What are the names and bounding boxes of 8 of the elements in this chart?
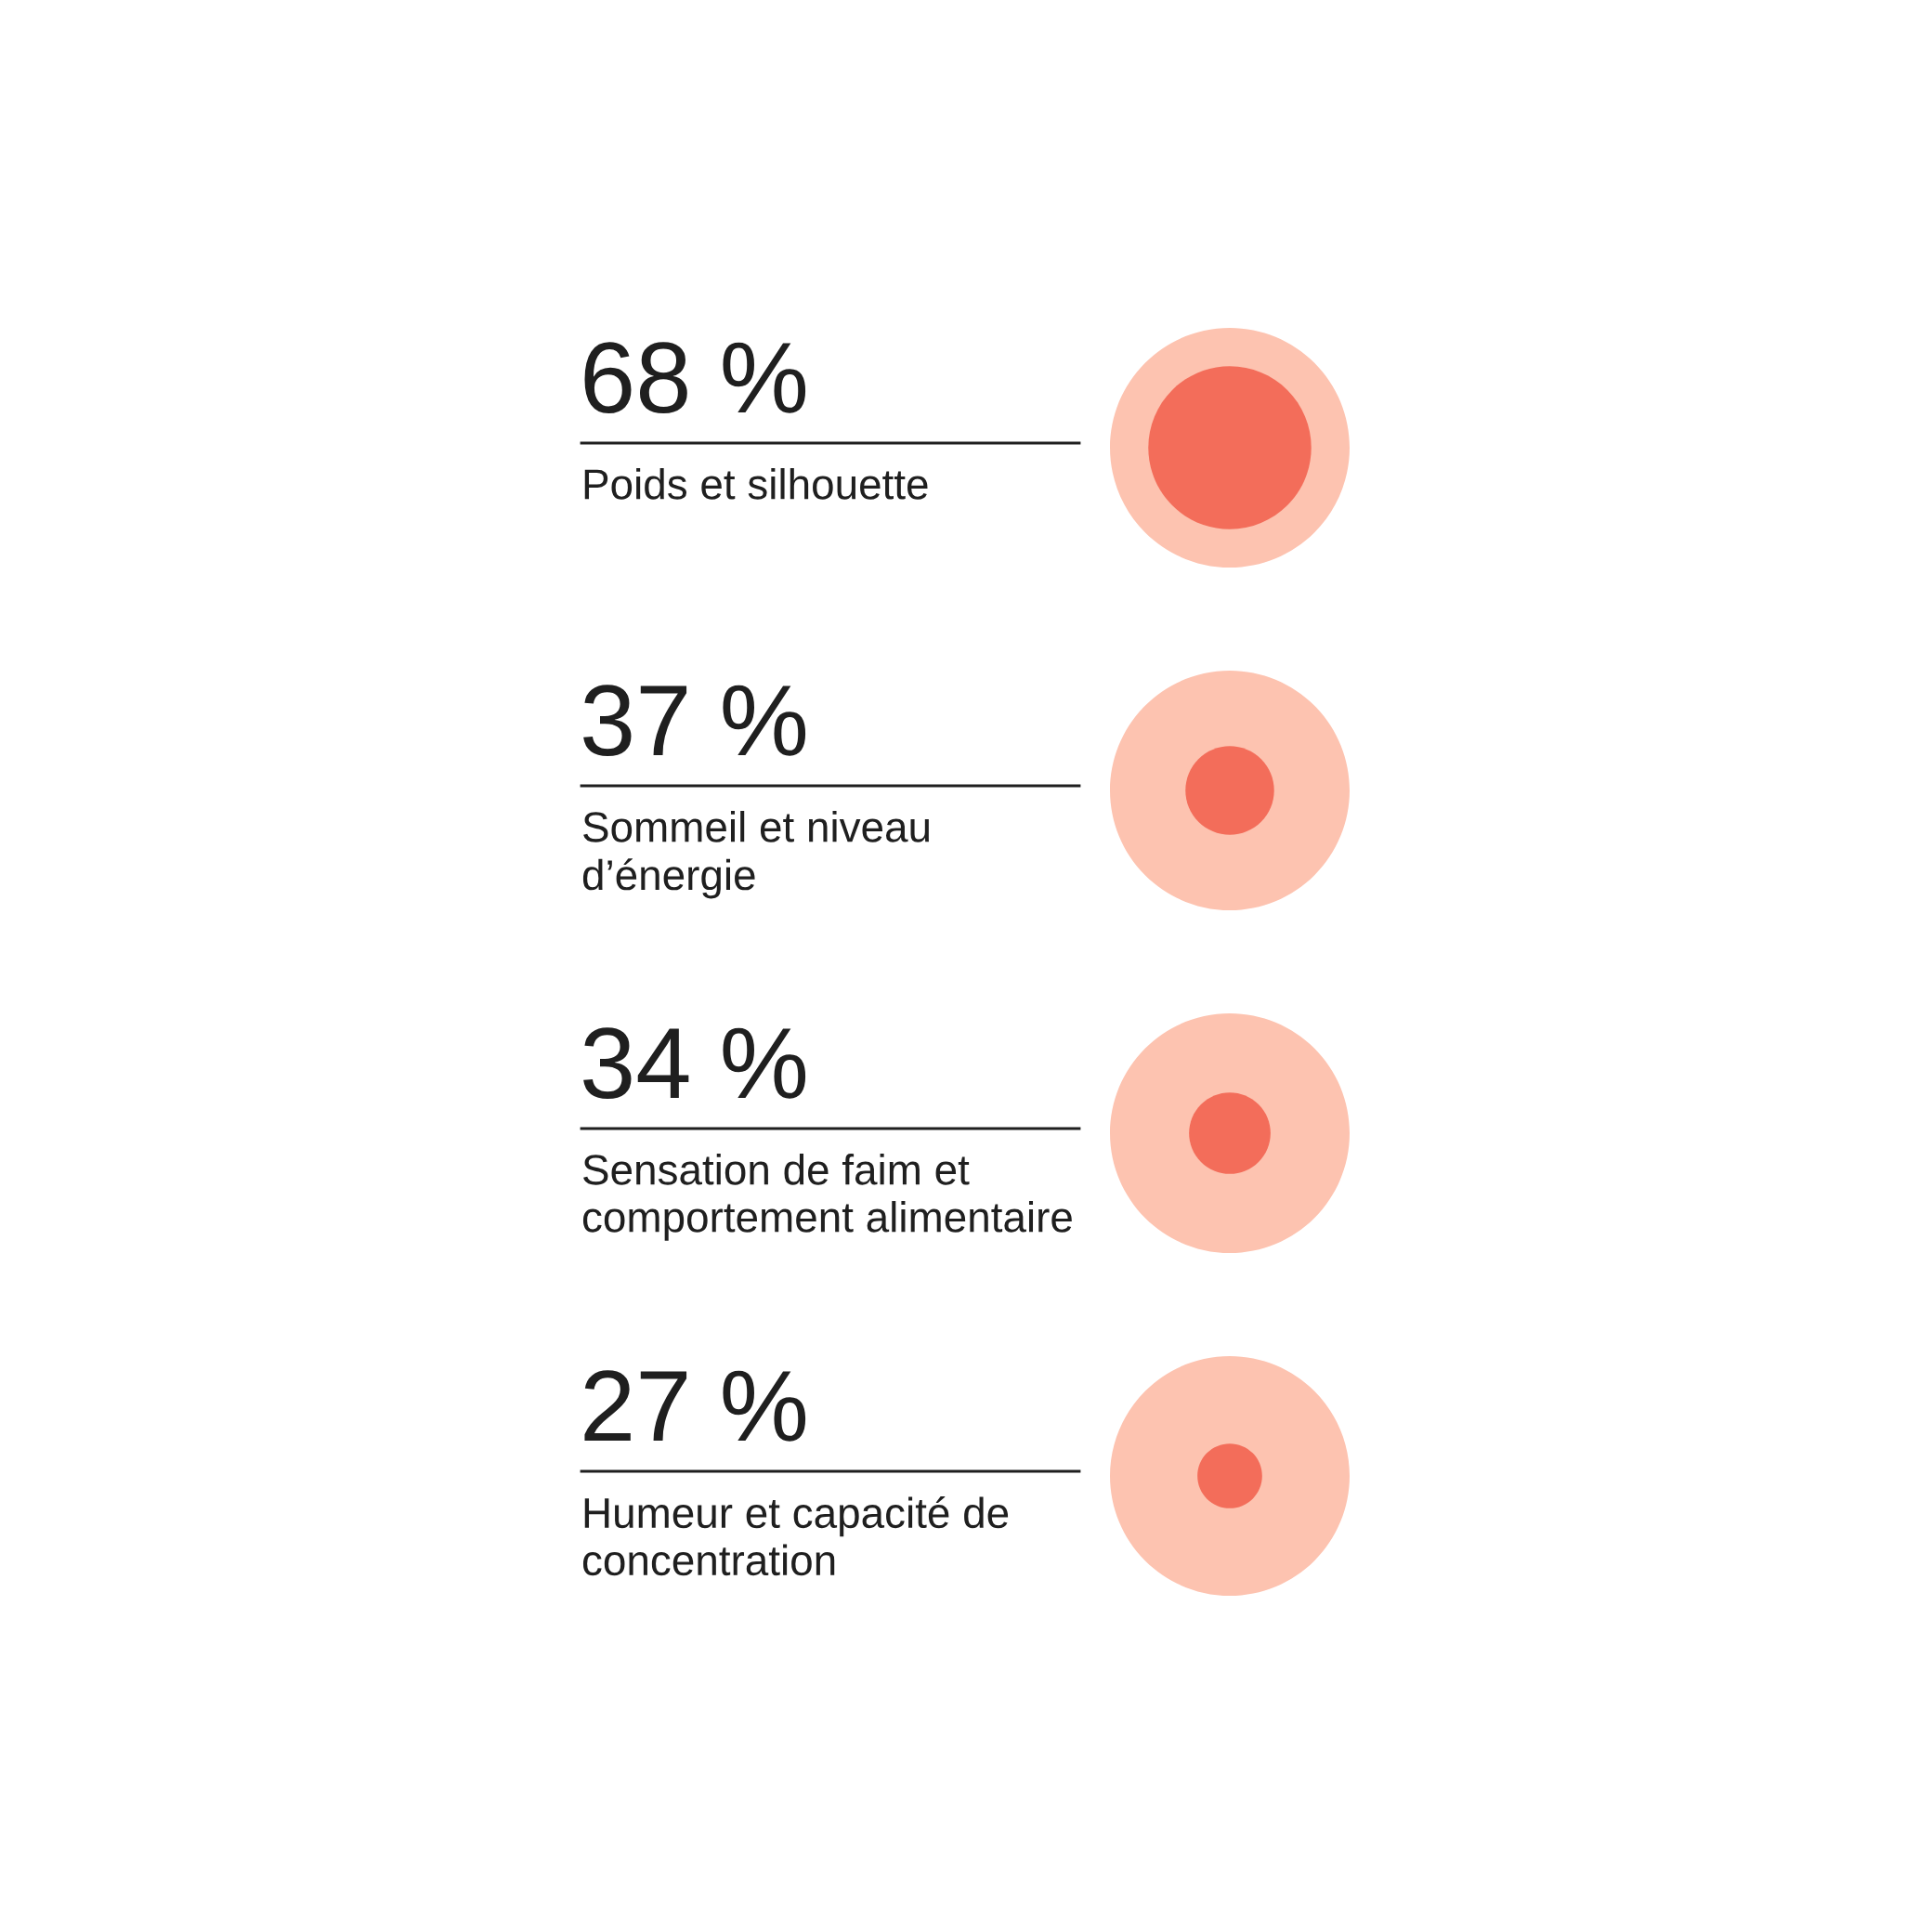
data-label: 68 % (584, 342, 806, 414)
data-label: 27 % (584, 1370, 806, 1442)
data-label: 34 % (583, 1027, 806, 1100)
category-label: Humeur et capacité de concentration (582, 1496, 1009, 1576)
category-label: Sommeil et niveau d’énergie (582, 811, 929, 899)
category-label: Sensation de faim et comportement alimentaire (582, 1154, 1072, 1241)
data-label: 37 % (583, 685, 806, 757)
category-label: Poids et silhouette (584, 468, 928, 500)
